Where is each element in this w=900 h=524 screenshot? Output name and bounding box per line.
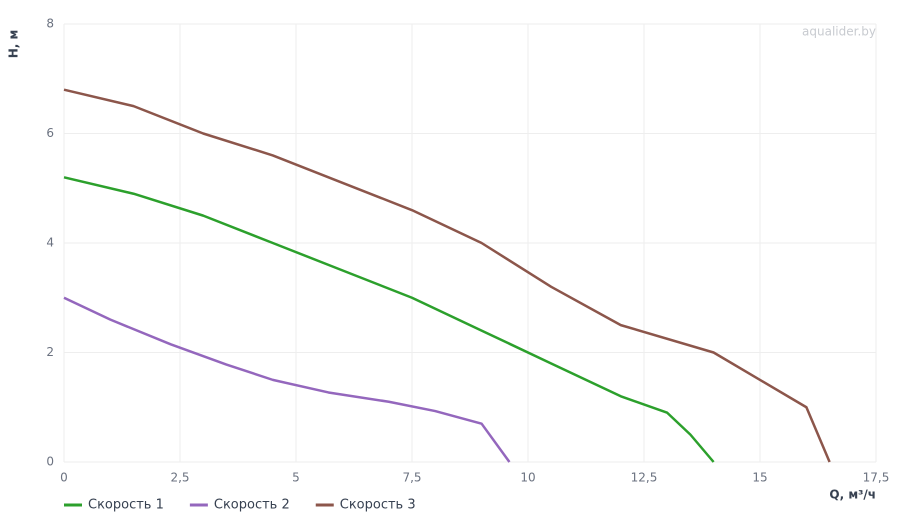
series-line [63, 88, 831, 463]
y-tick-label: 6 [46, 126, 54, 140]
x-tick-label: 7,5 [402, 471, 421, 485]
y-tick-label: 2 [46, 345, 54, 359]
x-tick-label: 12,5 [631, 471, 658, 485]
watermark: aqualider.by [802, 25, 876, 39]
series-line [63, 296, 511, 463]
y-tick-label: 4 [46, 236, 54, 250]
x-axis-label: Q, м³/ч [829, 488, 876, 502]
x-tick-label: 17,5 [863, 471, 890, 485]
x-tick-label: 15 [752, 471, 767, 485]
y-tick-label: 0 [46, 455, 54, 469]
series-line [63, 176, 715, 463]
x-tick-label: 0 [60, 471, 68, 485]
x-tick-label: 2,5 [170, 471, 189, 485]
legend-label: Скорость 1 [88, 498, 164, 513]
y-axis-label: H, м [7, 30, 21, 59]
legend-label: Скорость 3 [340, 498, 416, 513]
y-tick-label: 8 [46, 17, 54, 31]
x-tick-label: 10 [520, 471, 535, 485]
x-tick-label: 5 [292, 471, 300, 485]
legend-label: Скорость 2 [214, 498, 290, 513]
